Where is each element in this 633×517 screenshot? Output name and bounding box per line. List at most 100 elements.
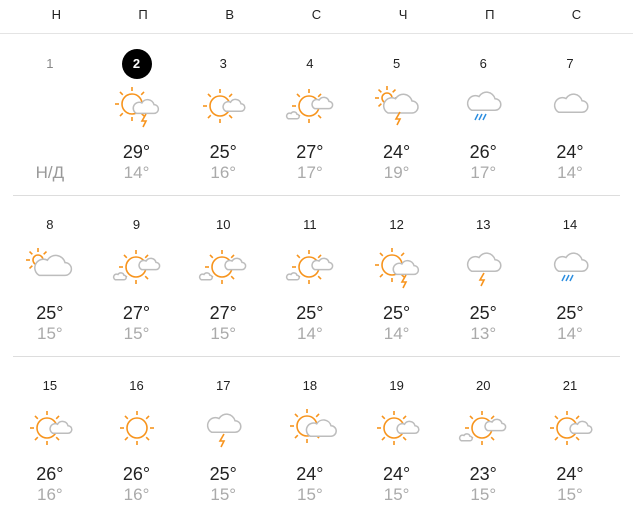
day-cell[interactable]: 4 27° 17° xyxy=(260,34,360,195)
low-temp: 14° xyxy=(297,324,323,343)
date-label[interactable]: 18 xyxy=(302,378,318,393)
date-label[interactable]: 9 xyxy=(132,217,141,232)
low-temp: 13° xyxy=(470,324,497,343)
date-label[interactable]: 17 xyxy=(215,378,231,393)
day-cell[interactable]: 5 24° 19° xyxy=(347,34,447,195)
date-label[interactable]: 5 xyxy=(392,56,401,71)
sun-bigcloud-icon xyxy=(289,409,337,443)
date-label[interactable]: 11 xyxy=(303,217,317,232)
date-label[interactable]: 10 xyxy=(215,217,231,232)
day-cell[interactable]: 8 25° 15° xyxy=(0,195,100,356)
date-label[interactable]: 1 xyxy=(46,56,54,71)
sun-cloud-storm-icon xyxy=(374,248,419,289)
low-temp: 15° xyxy=(470,485,497,504)
high-temp: 27° xyxy=(296,142,324,162)
date-label[interactable]: 6 xyxy=(479,56,487,71)
sun-cloud-storm-icon xyxy=(114,87,159,128)
high-temp: 25° xyxy=(209,142,237,162)
day-cell[interactable]: 20 23° 15° xyxy=(433,356,533,517)
high-temp: 25° xyxy=(209,464,237,484)
weekday-label: П xyxy=(485,7,495,22)
week-row: 15 26° 16° 16 26° 16° 17 25° 15° 18 24° 15° 19 24° 15°… xyxy=(13,356,620,517)
high-temp: 29° xyxy=(122,142,151,162)
date-label[interactable]: 8 xyxy=(46,217,54,232)
high-temp: 23° xyxy=(469,464,497,484)
cloud-rain-icon xyxy=(553,252,589,282)
date-label[interactable]: 7 xyxy=(566,56,574,71)
high-temp: 25° xyxy=(469,303,497,323)
high-temp: 24° xyxy=(382,464,411,484)
day-cell[interactable]: 16 26° 16° xyxy=(87,356,187,517)
day-cell[interactable]: 3 25° 16° xyxy=(173,34,273,195)
sun-cloud-icon xyxy=(549,411,593,445)
cloud-storm-icon xyxy=(207,413,242,448)
date-label[interactable]: 3 xyxy=(219,56,227,71)
day-cell[interactable]: 17 25° 15° xyxy=(173,356,273,517)
date-label[interactable]: 21 xyxy=(562,378,578,393)
low-temp: 17° xyxy=(470,163,497,182)
high-temp: 26° xyxy=(469,142,497,162)
day-cell[interactable]: 12 25° 14° xyxy=(347,195,447,356)
day-cell[interactable]: 6 26° 17° xyxy=(433,34,533,195)
date-label[interactable]: 16 xyxy=(129,378,144,393)
sun-cloud-haze-icon xyxy=(112,250,160,284)
weekday-label: Ч xyxy=(398,7,408,22)
day-cell[interactable]: 21 24° 15° xyxy=(520,356,620,517)
cloudy-sun-storm-icon xyxy=(374,86,419,126)
sun-cloud-icon xyxy=(203,89,246,123)
low-temp: 14° xyxy=(557,324,583,343)
high-temp: 26° xyxy=(36,464,64,484)
sun-cloud-icon xyxy=(29,411,73,445)
high-temp: 27° xyxy=(209,303,237,323)
no-data-label: Н/Д xyxy=(35,163,65,182)
high-temp: 25° xyxy=(382,303,411,323)
high-temp: 25° xyxy=(296,303,324,323)
day-cell[interactable]: 15 26° 16° xyxy=(0,356,100,517)
date-label[interactable]: 15 xyxy=(42,378,58,393)
weekday-label: В xyxy=(225,7,235,22)
sun-cloud-icon xyxy=(376,411,420,445)
sun-cloud-haze-icon xyxy=(459,411,507,445)
high-temp: 26° xyxy=(122,464,151,484)
low-temp: 17° xyxy=(297,163,323,182)
week-row: 1 Н/Д 2 29° 14° 3 25° 16° 4 27° 17° 5 24° 19° 6 26° 17° 7… xyxy=(13,34,620,196)
sun-icon xyxy=(119,411,154,445)
day-cell[interactable]: 11 25° 14° xyxy=(260,195,360,356)
low-temp: 15° xyxy=(557,485,583,504)
weekday-label: П xyxy=(138,7,148,22)
date-label[interactable]: 19 xyxy=(389,378,404,393)
low-temp: 19° xyxy=(383,163,410,182)
day-cell[interactable]: 1 Н/Д xyxy=(0,34,100,195)
day-cell[interactable]: 19 24° 15° xyxy=(347,356,447,517)
date-label[interactable]: 12 xyxy=(389,217,404,232)
day-cell[interactable]: 18 24° 15° xyxy=(260,356,360,517)
cloud-storm-icon xyxy=(467,252,502,287)
low-temp: 16° xyxy=(123,485,150,504)
high-temp: 24° xyxy=(296,464,324,484)
day-cell[interactable]: 2 29° 14° xyxy=(87,34,187,195)
low-temp: 14° xyxy=(123,163,150,182)
high-temp: 25° xyxy=(556,303,584,323)
sun-cloud-haze-icon xyxy=(285,250,334,284)
week-row: 8 25° 15° 9 27° 15° 10 27° 15° 11 25° 14° 12 25° 14° 13… xyxy=(13,195,620,357)
date-label[interactable]: 20 xyxy=(476,378,491,393)
weekday-label: Н xyxy=(51,7,62,22)
day-cell[interactable]: 7 24° 14° xyxy=(520,34,620,195)
low-temp: 15° xyxy=(210,485,237,504)
day-cell[interactable]: 13 25° 13° xyxy=(433,195,533,356)
selected-date[interactable]: 2 xyxy=(121,49,152,79)
high-temp: 24° xyxy=(556,142,584,162)
day-cell[interactable]: 10 27° 15° xyxy=(173,195,273,356)
low-temp: 15° xyxy=(123,324,150,343)
weekday-label: С xyxy=(311,7,322,22)
low-temp: 16° xyxy=(36,485,63,504)
cloud-rain-icon xyxy=(467,91,502,121)
date-label[interactable]: 4 xyxy=(306,56,314,71)
high-temp: 27° xyxy=(122,303,151,323)
day-cell[interactable]: 14 25° 14° xyxy=(520,195,620,356)
day-cell[interactable]: 9 27° 15° xyxy=(87,195,187,356)
date-label[interactable]: 14 xyxy=(562,217,578,232)
date-label[interactable]: 13 xyxy=(476,217,491,232)
high-temp: 24° xyxy=(556,464,584,484)
